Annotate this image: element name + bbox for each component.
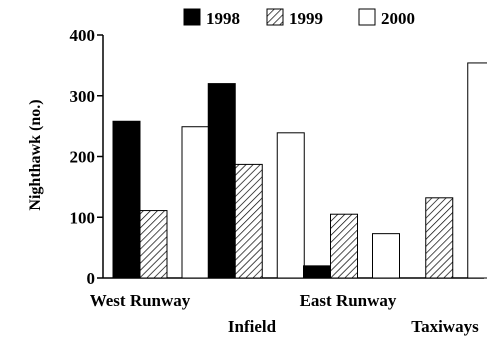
x-axis-labels: West Runway Infield East Runway Taxiways [90,291,479,336]
bar-infield-2000 [276,132,305,279]
legend-swatch-1999 [266,8,284,26]
x-category-label: East Runway [300,291,397,310]
bar-west-runway-1999 [139,210,168,279]
bar-taxiways-1999 [425,197,454,279]
y-axis-label: Nighthawk (no.) [27,99,44,210]
bar-infield-1998 [207,83,236,279]
bar-east-runway-1999 [330,213,358,279]
y-tick-label: 0 [87,269,96,288]
legend-label-1999: 1999 [289,9,323,28]
legend-label-2000: 2000 [381,9,415,28]
x-category-label: West Runway [90,291,191,310]
bar-taxiways-2000 [467,62,487,279]
bar-west-runway-1998 [112,120,141,279]
y-tick-label: 200 [70,148,96,167]
legend: 1998 1999 2000 [183,8,415,28]
bar-east-runway-1998 [303,265,331,279]
bar-west-runway-2000 [181,126,210,279]
bar-infield-1999 [234,163,263,279]
y-tick-label: 300 [70,87,96,106]
legend-label-1998: 1998 [206,9,240,28]
y-tick-label: 100 [70,208,96,227]
bar-east-runway-2000 [372,233,400,279]
bars [112,62,487,279]
x-category-label: Taxiways [411,317,479,336]
x-category-label: Infield [228,317,277,336]
y-tick-label: 400 [70,26,96,45]
legend-swatch-2000 [358,8,376,26]
legend-swatch-1998 [183,8,201,26]
